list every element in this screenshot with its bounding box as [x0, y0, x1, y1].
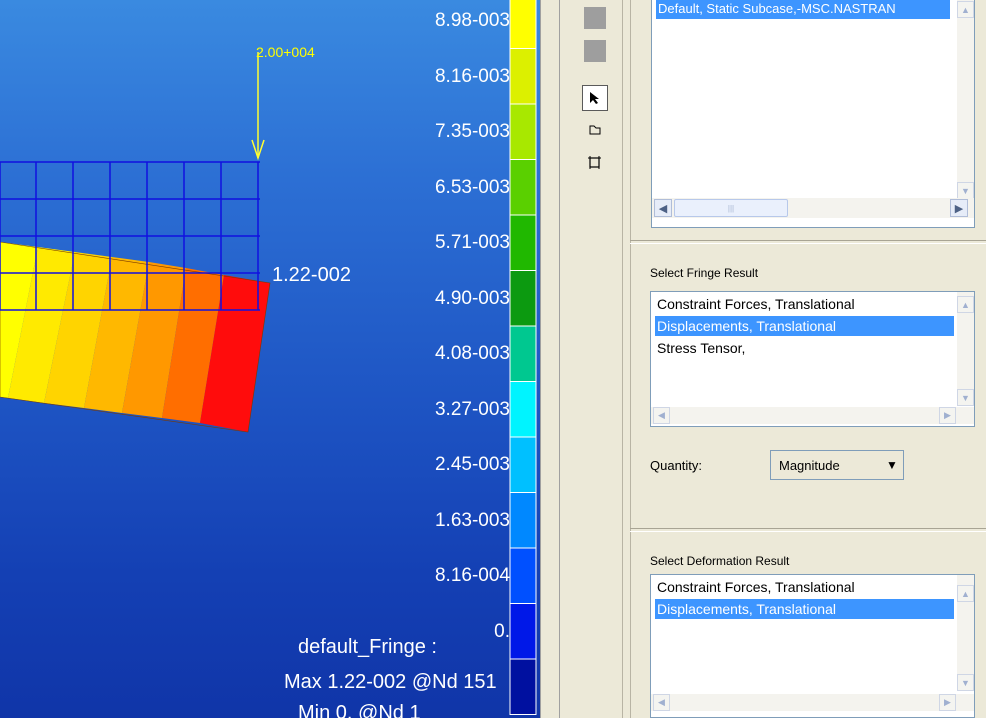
legend-color-band: [509, 492, 537, 549]
undeformed-grid: [0, 161, 260, 311]
legend-color-band: [509, 159, 537, 216]
deformation-list-item[interactable]: Displacements, Translational: [655, 599, 954, 619]
quantity-value: Magnitude: [779, 457, 840, 473]
legend-value-label: 3.27-003: [434, 398, 510, 420]
toolbar-gray-button[interactable]: [584, 40, 606, 62]
deformation-list-item[interactable]: Constraint Forces, Translational: [657, 579, 855, 595]
legend-color-band: [509, 103, 537, 160]
legend-color-band: [509, 270, 537, 327]
quantity-dropdown[interactable]: Magnitude ▼: [770, 450, 904, 480]
subcase-list-item[interactable]: Default, Static Subcase,-MSC.NASTRAN: [656, 0, 950, 19]
legend-color-band: [509, 603, 537, 660]
fringe-vertical-scrollbar[interactable]: ▲ ▼: [957, 292, 974, 406]
scroll-down-button[interactable]: ▼: [957, 182, 974, 199]
legend-color-band: [509, 0, 537, 49]
deformation-horizontal-scrollbar[interactable]: ◀ ▶: [651, 694, 974, 711]
section-divider: [630, 528, 986, 532]
max-result-text: Max 1.22-002 @Nd 151: [284, 671, 497, 693]
polygon-select-icon[interactable]: [582, 149, 608, 175]
legend-color-band: [509, 214, 537, 271]
selection-toolbar: [572, 0, 623, 718]
legend-color-band: [509, 436, 537, 493]
rectangle-select-icon[interactable]: [582, 117, 608, 143]
scroll-right-button[interactable]: ▶: [939, 407, 956, 424]
fringe-list-item[interactable]: Stress Tensor,: [657, 340, 746, 356]
fringe-title: default_Fringe :: [298, 636, 437, 658]
splitter[interactable]: [540, 0, 560, 718]
results-viewport[interactable]: 2.00+004 1.22-002 8.98-003 8.16-003 7.35-0…: [0, 0, 548, 718]
subcase-vertical-scrollbar[interactable]: ▲ ▼: [957, 0, 974, 199]
min-result-text: Min 0. @Nd 1: [298, 702, 421, 718]
deformed-mesh: [0, 241, 271, 433]
scroll-left-button[interactable]: ◀: [653, 694, 670, 711]
legend-colorbar: [509, 0, 537, 715]
scroll-left-button[interactable]: ◀: [653, 407, 670, 424]
horizontal-scroll-thumb[interactable]: |||: [674, 199, 788, 217]
legend-value-label: 4.08-003: [434, 343, 510, 364]
scroll-right-button[interactable]: ▶: [939, 694, 956, 711]
quantity-label: Quantity:: [650, 458, 703, 473]
legend-color-band: [509, 48, 537, 105]
legend-value-label: 8.16-003: [434, 65, 510, 87]
legend-color-band: [509, 381, 537, 438]
section-divider: [630, 240, 986, 244]
max-node-value-label: 1.22-002: [272, 264, 351, 286]
legend-value-label: 8.98-003: [434, 10, 510, 31]
deformation-result-listbox[interactable]: Constraint Forces, Translational Displace…: [650, 574, 975, 718]
select-arrow-icon[interactable]: [582, 85, 608, 111]
legend-color-band: [509, 325, 537, 382]
load-arrow: [251, 52, 265, 161]
legend-value-label: 8.16-004: [434, 565, 510, 586]
model-graphics: [0, 0, 537, 715]
legend-value-label: 2.45-003: [434, 454, 510, 475]
fringe-result-listbox[interactable]: Constraint Forces, Translational Displace…: [650, 291, 975, 427]
load-value-label: 2.00+004: [256, 44, 315, 60]
fringe-list-item[interactable]: Displacements, Translational: [655, 316, 954, 336]
scroll-down-button[interactable]: ▼: [957, 389, 974, 406]
scroll-up-button[interactable]: ▲: [957, 585, 974, 602]
chevron-down-icon: ▼: [886, 458, 898, 472]
fringe-section-title: Select Fringe Result: [650, 266, 759, 280]
legend-value-label: 4.90-003: [434, 287, 510, 309]
deformation-vertical-scrollbar[interactable]: ▲ ▼: [957, 575, 974, 691]
deformation-section-title: Select Deformation Result: [650, 554, 790, 568]
scroll-right-button[interactable]: ▶: [950, 199, 968, 217]
fringe-list-item[interactable]: Constraint Forces, Translational: [657, 296, 855, 312]
scroll-up-button[interactable]: ▲: [957, 1, 974, 18]
legend-color-band: [509, 658, 537, 715]
legend-color-band: [509, 547, 537, 604]
legend-value-label: 7.35-003: [434, 121, 510, 142]
subcase-horizontal-scrollbar[interactable]: ◀ ||| ▶: [652, 198, 974, 218]
legend-value-label: 5.71-003: [434, 232, 510, 253]
legend-value-label: 6.53-003: [434, 176, 510, 198]
legend-value-label: 1.63-003: [434, 509, 510, 531]
scroll-up-button[interactable]: ▲: [957, 296, 974, 313]
legend-value-label: 0.: [494, 620, 510, 642]
fringe-horizontal-scrollbar[interactable]: ◀ ▶: [651, 407, 974, 424]
scroll-left-button[interactable]: ◀: [654, 199, 672, 217]
subcase-listbox[interactable]: Default, Static Subcase,-MSC.NASTRAN ▲ ▼…: [651, 0, 975, 228]
scroll-down-button[interactable]: ▼: [957, 674, 974, 691]
toolbar-gray-button[interactable]: [584, 7, 606, 29]
